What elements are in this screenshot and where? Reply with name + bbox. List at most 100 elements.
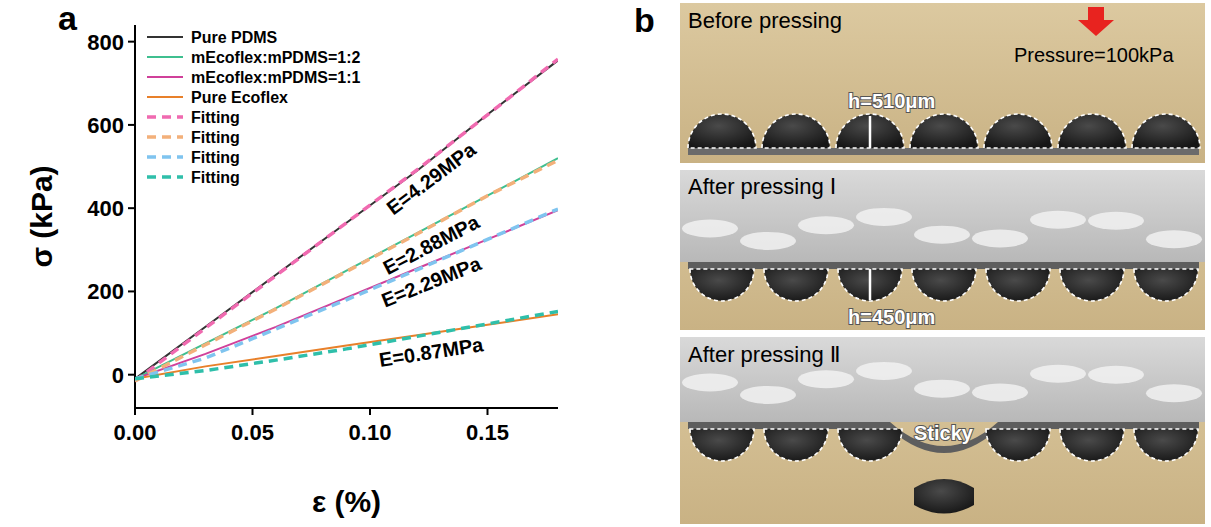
- series-line: [135, 160, 558, 381]
- dome-outline: [690, 429, 754, 461]
- legend-swatch: [147, 135, 183, 139]
- photo-annotation: h=510μm: [848, 90, 935, 112]
- microdome: [690, 269, 754, 301]
- legend-label: Pure PDMS: [191, 29, 278, 46]
- dome-outline: [1058, 114, 1126, 148]
- dome-outline: [1060, 429, 1124, 461]
- microdome: [690, 429, 754, 461]
- glare: [856, 208, 912, 226]
- glare: [914, 380, 970, 398]
- photo-bg: [680, 3, 1205, 163]
- dome-outline: [838, 269, 902, 301]
- glare: [682, 374, 738, 392]
- photo-title: After pressing Ⅱ: [688, 342, 841, 367]
- annotation-group: E=0.87MPa: [374, 333, 488, 372]
- height-marker: [869, 269, 872, 300]
- dome-outline: [838, 429, 902, 461]
- microdome: [1134, 429, 1198, 461]
- glare: [1030, 365, 1086, 383]
- microdome: [910, 114, 978, 148]
- photo-title: Before pressing: [688, 8, 842, 33]
- y-tick-label: 600: [87, 113, 124, 138]
- legend-swatch: [147, 76, 183, 78]
- photo-annotation: Sticky: [914, 422, 974, 444]
- dome-outline: [984, 114, 1052, 148]
- glare: [1146, 230, 1202, 248]
- glare: [856, 362, 912, 380]
- x-tick: [487, 408, 489, 415]
- substrate: [688, 148, 1199, 155]
- x-axis-title: ε (%): [312, 485, 381, 518]
- microdome: [764, 429, 828, 461]
- legend-swatch: [147, 155, 183, 159]
- y-tick-label: 200: [87, 279, 124, 304]
- pressure-arrow: [1078, 7, 1114, 36]
- microdome: [688, 114, 756, 148]
- x-tick-label: 0.00: [114, 420, 157, 445]
- microdome: [838, 429, 902, 461]
- y-tick-label: 400: [87, 196, 124, 221]
- dome-outline: [1134, 429, 1198, 461]
- detached-dome: [914, 479, 974, 514]
- plate: [680, 337, 1205, 422]
- y-axis-title: σ (kPa): [25, 165, 58, 267]
- dome-outline: [1132, 114, 1200, 148]
- photo-frame: Before pressing Pressure=100kPa h=510μm: [680, 3, 1205, 163]
- dome-outline: [836, 114, 904, 148]
- legend-swatch: [147, 56, 183, 58]
- y-tick: [128, 290, 135, 292]
- glare: [1146, 384, 1202, 402]
- y-tick: [128, 207, 135, 209]
- x-axis: [135, 407, 558, 409]
- microdome: [1132, 114, 1200, 148]
- legend: Pure PDMS mEcoflex:mPDMS=1:2 mEcoflex:mPDM…: [147, 29, 360, 186]
- plate: [680, 170, 1205, 262]
- microdome: [986, 269, 1050, 301]
- glare: [972, 229, 1028, 247]
- panel-label: a: [58, 0, 78, 37]
- annotation: E=2.29MPa: [378, 252, 485, 312]
- glare: [914, 226, 970, 244]
- glare: [1030, 211, 1086, 229]
- photo-annotation: h=450μm: [848, 306, 935, 328]
- x-tick-label: 0.05: [231, 420, 274, 445]
- photo-bg: [680, 337, 1205, 524]
- y-tick: [128, 41, 135, 43]
- microdome: [986, 429, 1050, 461]
- microdome: [912, 269, 976, 301]
- y-tick-label: 800: [87, 30, 124, 55]
- legend-swatch: [147, 96, 183, 98]
- dome-outline: [986, 269, 1050, 301]
- glare: [740, 232, 796, 250]
- glare: [740, 386, 796, 404]
- y-tick: [128, 374, 135, 376]
- microdome: [836, 114, 904, 148]
- legend-label: Pure Ecoflex: [191, 89, 288, 106]
- photo-annotation: Pressure=100kPa: [1014, 44, 1174, 66]
- photo-frame: After pressing Ⅰh=450μm: [680, 170, 1205, 330]
- legend-label: Fitting: [191, 129, 240, 146]
- panel-label: b: [634, 1, 655, 39]
- annotation-group: E=2.29MPa: [375, 251, 487, 313]
- annotation: E=0.87MPa: [378, 333, 486, 371]
- annotation-bg: [374, 333, 488, 372]
- legend-swatch: [147, 175, 183, 179]
- annotation-bg: [375, 251, 487, 313]
- glare: [798, 216, 854, 234]
- legend-label: mEcoflex:mPDMS=1:1: [191, 69, 360, 86]
- dome-outline: [764, 269, 828, 301]
- annotation-bg: [380, 136, 483, 221]
- microdome: [1060, 429, 1124, 461]
- legend-label: Fitting: [191, 149, 240, 166]
- legend-label: mEcoflex:mPDMS=1:2: [191, 49, 360, 66]
- legend-swatch: [147, 36, 183, 38]
- dome-outline: [1060, 269, 1124, 301]
- series-line: [135, 210, 558, 379]
- substrate: [688, 262, 1199, 269]
- y-tick: [128, 124, 135, 126]
- x-tick: [369, 408, 371, 415]
- glare: [798, 370, 854, 388]
- microdome: [1058, 114, 1126, 148]
- photo-bg: [680, 170, 1205, 330]
- dome-outline: [910, 114, 978, 148]
